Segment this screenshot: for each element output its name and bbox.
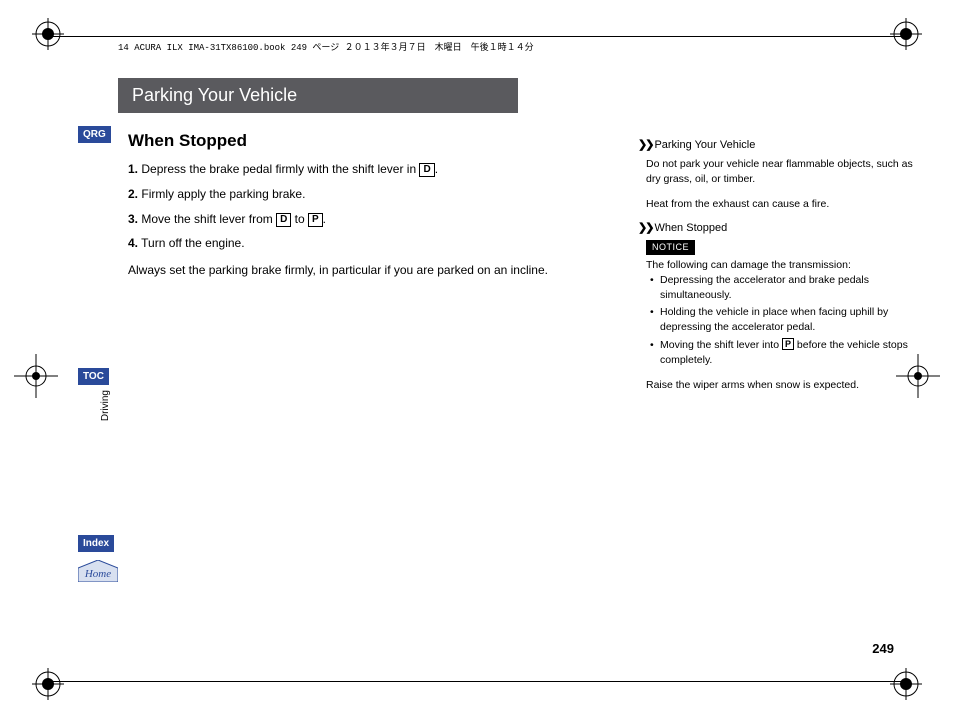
section-heading: When Stopped: [128, 128, 568, 154]
step-text: Move the shift lever from: [141, 212, 276, 226]
step-text-tail: .: [323, 212, 326, 226]
notice-item: Moving the shift lever into P before the…: [650, 338, 918, 368]
sidebar-heading: ❯❯When Stopped: [638, 221, 918, 237]
notice-item: Holding the vehicle in place when facing…: [650, 305, 918, 335]
step-text-tail: .: [435, 162, 438, 176]
index-nav-button[interactable]: Index: [78, 533, 114, 552]
crop-line: [50, 36, 904, 37]
crop-line: [50, 681, 904, 682]
sidebar-heading-text: When Stopped: [654, 222, 727, 234]
toc-label: TOC: [78, 368, 109, 385]
qrg-label: QRG: [78, 126, 111, 143]
registration-mark-icon: [890, 668, 922, 700]
step-3: 3. Move the shift lever from D to P.: [128, 210, 568, 229]
chevron-icon: ❯❯: [638, 222, 652, 234]
home-nav-button[interactable]: Home: [78, 560, 118, 582]
step-num: 2.: [128, 187, 138, 201]
sidebar-heading: ❯❯Parking Your Vehicle: [638, 138, 918, 154]
section-label-driving: Driving: [100, 390, 111, 421]
step-text: Turn off the engine.: [141, 236, 244, 250]
step-text: Depress the brake pedal firmly with the …: [141, 162, 419, 176]
shift-key-p: P: [308, 213, 323, 227]
step-4: 4. Turn off the engine.: [128, 234, 568, 253]
step-2: 2. Firmly apply the parking brake.: [128, 185, 568, 204]
notice-item: Depressing the accelerator and brake ped…: [650, 273, 918, 303]
sidebar-para: Raise the wiper arms when snow is expect…: [646, 378, 918, 393]
notice-item-text: Moving the shift lever into: [660, 339, 782, 351]
registration-mark-icon: [32, 668, 64, 700]
step-text-mid: to: [291, 212, 308, 226]
step-num: 1.: [128, 162, 138, 176]
page-number: 249: [872, 641, 894, 656]
sidebar-para: Heat from the exhaust can cause a fire.: [646, 197, 918, 212]
chevron-icon: ❯❯: [638, 139, 652, 151]
index-label: Index: [78, 535, 114, 552]
page-title: Parking Your Vehicle: [132, 85, 297, 105]
registration-mark-icon: [890, 18, 922, 50]
registration-mark-icon: [32, 18, 64, 50]
toc-nav-button[interactable]: TOC: [78, 366, 109, 385]
step-1: 1. Depress the brake pedal firmly with t…: [128, 160, 568, 179]
step-num: 4.: [128, 236, 138, 250]
shift-key-p: P: [782, 338, 794, 350]
print-meta-header: 14 ACURA ILX IMA-31TX86100.book 249 ページ …: [118, 40, 534, 53]
sidebar: ❯❯Parking Your Vehicle Do not park your …: [638, 138, 918, 401]
crosshair-icon: [14, 354, 58, 398]
step-text: Firmly apply the parking brake.: [141, 187, 305, 201]
qrg-nav-button[interactable]: QRG: [78, 124, 111, 143]
main-note: Always set the parking brake firmly, in …: [128, 261, 568, 280]
sidebar-heading-text: Parking Your Vehicle: [654, 139, 755, 151]
step-num: 3.: [128, 212, 138, 226]
sidebar-para: Do not park your vehicle near flammable …: [646, 157, 918, 187]
main-content: When Stopped 1. Depress the brake pedal …: [128, 118, 568, 279]
shift-key-d: D: [276, 213, 291, 227]
shift-key-d: D: [419, 163, 434, 177]
page-title-bar: Parking Your Vehicle: [118, 78, 518, 113]
home-label: Home: [84, 568, 111, 580]
notice-intro: The following can damage the transmissio…: [646, 258, 918, 273]
notice-badge: NOTICE: [646, 240, 695, 255]
notice-list: Depressing the accelerator and brake ped…: [646, 273, 918, 368]
